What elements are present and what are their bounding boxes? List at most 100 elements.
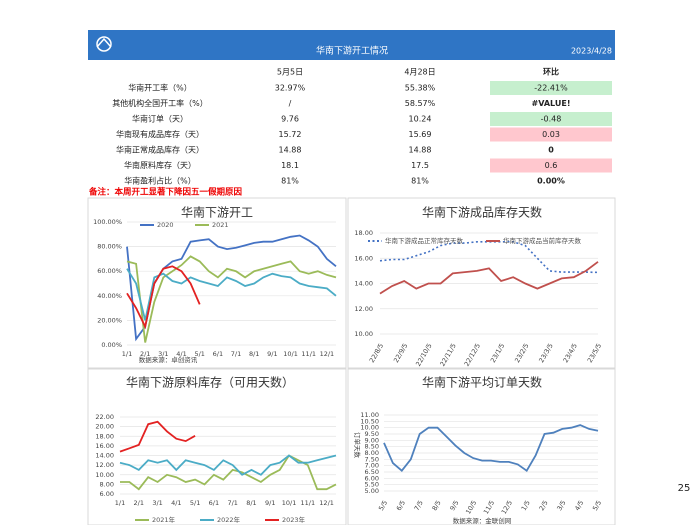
- y-tick-label: 9.50: [365, 430, 379, 438]
- y-tick-label: 14.00: [95, 452, 114, 460]
- logo: [96, 36, 112, 52]
- header-date: 2023/4/28: [571, 47, 612, 56]
- source-note: 数据来源：金联创网: [453, 516, 512, 525]
- x-tick-label: 5/5: [377, 499, 389, 512]
- series-line: [119, 420, 196, 453]
- cell: 81%: [281, 177, 299, 186]
- y-tick-label: 12.00: [354, 305, 373, 313]
- cell-fill: [490, 158, 612, 173]
- row-label: 华南正常成品库存（天）: [116, 145, 204, 155]
- series-line: [379, 241, 599, 274]
- series-line: [119, 454, 337, 476]
- x-tick-label: 22/10/5: [414, 342, 433, 368]
- x-tick-label: 7/5: [413, 499, 425, 512]
- x-tick-label: 2/1: [140, 350, 150, 358]
- y-tick-label: 10.00: [360, 424, 379, 432]
- legend-label: 2021: [212, 221, 229, 229]
- series-line: [126, 234, 337, 342]
- x-tick-label: 12/1: [319, 499, 334, 507]
- cell-fill: [490, 81, 612, 95]
- x-tick-label: 12/5: [500, 499, 514, 516]
- x-tick-label: 2/1: [134, 499, 144, 507]
- y-tick-label: 8.50: [365, 443, 379, 451]
- legend-label: 华南下游成品当前库存天数: [503, 236, 582, 245]
- y-axis-label: 订单天数: [353, 432, 362, 459]
- x-tick-label: 3/1: [152, 499, 162, 507]
- y-tick-label: 7.00: [365, 462, 379, 470]
- cell: 9.76: [281, 115, 299, 124]
- y-tick-label: 12.00: [95, 461, 114, 469]
- row-label: 华南原料库存（天）: [124, 160, 196, 170]
- y-tick-label: 10.00: [354, 330, 373, 338]
- panel: [347, 197, 616, 369]
- x-tick-label: 2/5: [538, 499, 550, 512]
- x-tick-label: 7/1: [227, 499, 237, 507]
- panel: [347, 368, 616, 525]
- column-header: 4月28日: [404, 68, 435, 77]
- x-tick-label: 23/3/5: [537, 342, 554, 364]
- cell: -22.41%: [534, 84, 568, 93]
- y-tick-label: 10.00: [95, 471, 114, 479]
- y-tick-label: 8.00: [100, 480, 114, 488]
- x-tick-label: 5/5: [591, 499, 603, 512]
- cell: 15.72: [279, 130, 302, 139]
- row-label: 华南订单（天）: [132, 114, 188, 124]
- x-tick-label: 4/1: [171, 499, 181, 507]
- x-tick-label: 10/1: [282, 499, 297, 507]
- y-tick-label: 0.00%: [101, 341, 122, 349]
- cell: 18.1: [281, 161, 299, 170]
- x-tick-label: 22/12/5: [463, 342, 482, 368]
- x-tick-label: 5/1: [190, 499, 200, 507]
- x-tick-label: 3/1: [158, 350, 168, 358]
- note: 备注：本周开工显著下降因五一假期原因: [88, 187, 242, 198]
- row-label: 其他机构全国开工率（%）: [112, 98, 208, 108]
- cell: -0.48: [541, 115, 562, 124]
- x-tick-label: 6/1: [213, 350, 223, 358]
- cell: 0.00%: [537, 177, 565, 186]
- x-tick-label: 6/5: [395, 499, 407, 512]
- cell: 17.5: [411, 161, 429, 170]
- x-tick-label: 12/1: [320, 350, 335, 358]
- x-tick-label: 1/1: [122, 350, 132, 358]
- cell: 14.88: [409, 146, 432, 155]
- row-label: 华南现有成品库存（天）: [116, 129, 204, 139]
- x-tick-label: 10/1: [283, 350, 298, 358]
- y-tick-label: 18.00: [354, 229, 373, 237]
- y-tick-label: 80.00%: [97, 243, 122, 251]
- x-tick-label: 10/5: [464, 499, 478, 516]
- cell: 0.6: [545, 161, 558, 170]
- page-number: 25: [678, 483, 691, 494]
- column-header: 5月5日: [277, 68, 303, 77]
- y-tick-label: 5.00: [365, 487, 379, 495]
- y-tick-label: 11.00: [360, 411, 379, 419]
- x-tick-label: 9/1: [265, 499, 275, 507]
- x-tick-label: 8/1: [249, 350, 259, 358]
- x-tick-label: 1/5: [520, 499, 532, 512]
- y-tick-label: 18.00: [95, 432, 114, 440]
- x-tick-label: 22/8/5: [368, 342, 385, 364]
- cell: 0.03: [542, 130, 560, 139]
- chart-title: 华南下游原料库存（可用天数）: [126, 375, 294, 390]
- y-tick-label: 6.00: [100, 490, 114, 498]
- cell: 15.69: [409, 130, 432, 139]
- x-tick-label: 4/5: [573, 499, 585, 512]
- cell: 32.97%: [275, 84, 306, 93]
- legend-label: 2023年: [282, 515, 306, 524]
- y-tick-label: 40.00%: [97, 292, 122, 300]
- y-tick-label: 14.00: [354, 280, 373, 288]
- chart-title: 华南下游成品库存天数: [422, 205, 542, 220]
- legend-label: 华南下游成品正常库存天数: [385, 236, 464, 245]
- chart-title: 华南下游开工: [181, 205, 253, 220]
- series-line: [126, 265, 201, 330]
- series-line: [379, 261, 599, 295]
- legend-label: 2021年: [152, 515, 176, 524]
- x-tick-label: 9/5: [448, 499, 460, 512]
- series-line: [126, 268, 337, 321]
- x-tick-label: 1/1: [115, 499, 125, 507]
- header-title: 华南下游开工情况: [316, 45, 388, 57]
- x-tick-label: 11/1: [301, 499, 316, 507]
- x-tick-label: 3/5: [555, 499, 567, 512]
- y-tick-label: 6.00: [365, 474, 379, 482]
- column-header: 环比: [543, 67, 559, 77]
